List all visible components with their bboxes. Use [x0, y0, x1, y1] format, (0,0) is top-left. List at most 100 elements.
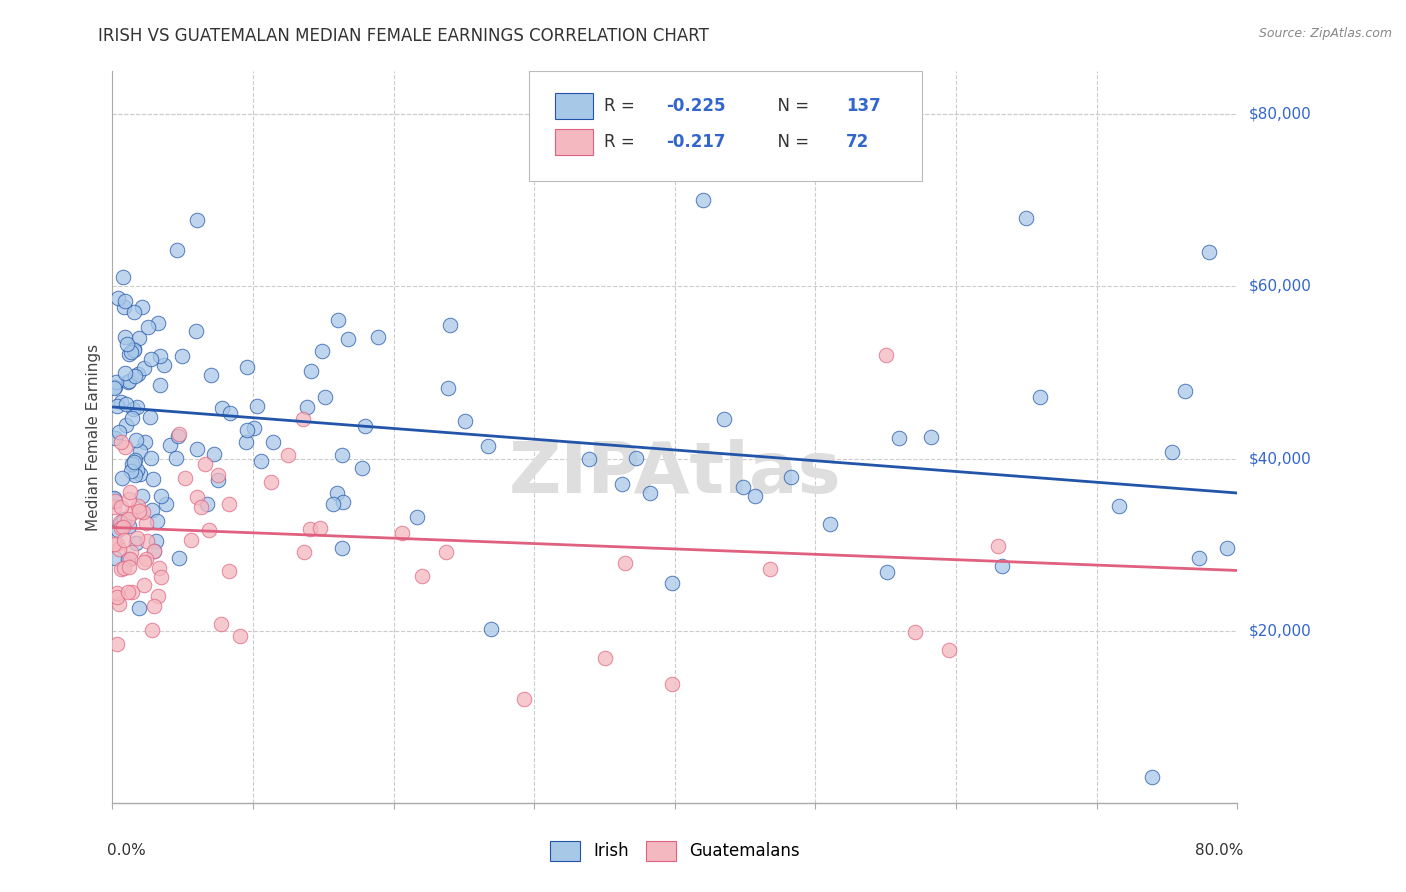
Point [107, 636, 129, 650]
Point [211, 401, 233, 416]
Point [120, 464, 142, 478]
Point [107, 523, 129, 537]
Text: R =: R = [605, 96, 640, 115]
Point [578, 452, 600, 467]
Point [135, 516, 157, 531]
Point [121, 584, 143, 599]
Point [121, 401, 143, 416]
Point [108, 597, 131, 611]
Point [243, 421, 266, 435]
Point [104, 431, 127, 445]
Point [311, 343, 333, 358]
Point [141, 624, 163, 638]
Point [134, 555, 156, 569]
Point [1296, 236, 1319, 251]
Point [107, 399, 129, 413]
Point [121, 457, 143, 471]
Point [114, 293, 136, 308]
Point [146, 514, 169, 528]
Point [1174, 384, 1197, 398]
Point [153, 358, 176, 372]
Point [124, 455, 146, 469]
Point [1216, 541, 1239, 556]
Text: N =: N = [768, 96, 814, 115]
Point [218, 497, 240, 511]
Point [436, 381, 458, 395]
Point [325, 486, 347, 500]
Text: ZIPAtlas: ZIPAtlas [509, 439, 841, 508]
Point [104, 379, 127, 393]
Point [139, 409, 162, 424]
Point [118, 518, 141, 533]
Legend: Irish, Guatemalans: Irish, Guatemalans [544, 834, 806, 868]
Point [326, 313, 349, 327]
Point [124, 467, 146, 482]
Point [103, 491, 125, 506]
Point [990, 559, 1012, 574]
Point [125, 536, 148, 550]
Point [111, 515, 134, 529]
Point [337, 332, 360, 346]
Point [1198, 245, 1220, 260]
Point [194, 458, 217, 472]
Point [200, 368, 222, 382]
Point [110, 394, 132, 409]
Text: $80,000: $80,000 [1249, 107, 1312, 122]
Point [186, 490, 208, 504]
Point [114, 366, 136, 380]
Point [165, 451, 187, 466]
Point [832, 142, 855, 156]
Point [434, 545, 457, 559]
Point [512, 692, 534, 706]
Point [150, 570, 173, 584]
Text: 137: 137 [846, 96, 880, 115]
Point [292, 545, 315, 559]
Point [103, 381, 125, 395]
Point [117, 585, 139, 599]
Point [172, 349, 194, 363]
Point [159, 438, 181, 452]
Text: R =: R = [605, 133, 640, 152]
Point [103, 537, 125, 551]
Point [146, 589, 169, 603]
Point [236, 424, 259, 438]
Point [103, 500, 125, 514]
Point [122, 305, 145, 319]
Point [818, 517, 841, 532]
Point [108, 515, 131, 529]
Point [118, 374, 141, 388]
Point [118, 347, 141, 361]
Point [128, 600, 150, 615]
Point [135, 551, 157, 566]
Point [292, 412, 315, 426]
Point [713, 412, 735, 426]
Point [141, 450, 163, 465]
Point [661, 677, 683, 691]
Point [148, 561, 170, 575]
Point [118, 551, 141, 566]
Point [439, 318, 461, 332]
Point [904, 625, 927, 640]
Point [110, 434, 132, 449]
Point [120, 485, 142, 500]
Point [190, 500, 212, 515]
Point [391, 525, 413, 540]
Point [141, 502, 163, 516]
Point [207, 473, 229, 487]
Point [117, 375, 139, 389]
Point [314, 390, 336, 404]
Point [262, 434, 284, 449]
Point [1015, 211, 1038, 225]
Point [117, 337, 139, 351]
Point [330, 541, 353, 555]
Point [114, 330, 136, 344]
Point [479, 622, 502, 636]
Point [887, 431, 910, 445]
Point [186, 442, 208, 456]
Point [112, 270, 135, 285]
Text: 0.0%: 0.0% [107, 843, 146, 858]
Point [104, 494, 127, 508]
Point [758, 562, 780, 576]
Point [1108, 499, 1130, 513]
Point [180, 533, 202, 547]
